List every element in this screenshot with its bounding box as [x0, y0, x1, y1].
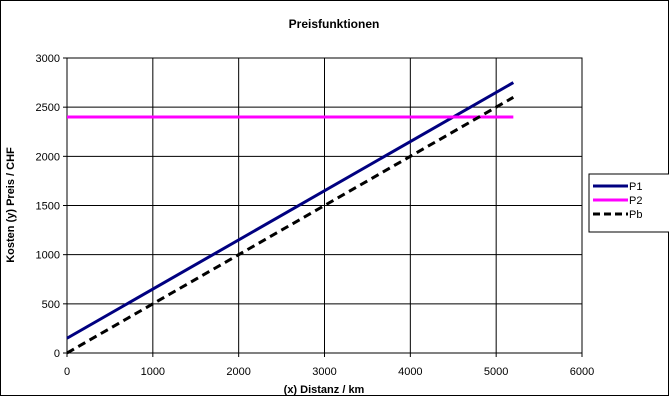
y-tick-label: 2000	[36, 151, 60, 163]
series-p1-line	[66, 81, 515, 340]
legend-label-p1: P1	[629, 181, 642, 193]
y-tick-label: 500	[42, 299, 60, 311]
y-tick-label: 3000	[36, 53, 60, 65]
y-tick-label: 0	[54, 348, 60, 360]
x-tick-label: 3000	[312, 366, 336, 378]
y-tick-label: 2500	[36, 102, 60, 114]
chart-title: Preisfunktionen	[289, 17, 380, 31]
legend-label-p2: P2	[629, 195, 642, 207]
x-tick-label: 4000	[398, 366, 422, 378]
series-lines	[66, 81, 515, 355]
legend	[588, 173, 669, 233]
y-axis-ticks: 0 500 1000 1500 2000 2500 3000	[36, 53, 67, 360]
x-axis-label: (x) Distanz / km	[284, 384, 365, 396]
x-tick-label: 5000	[484, 366, 508, 378]
series-pb-line	[66, 96, 515, 355]
x-tick-label: 1000	[141, 366, 165, 378]
y-tick-label: 1000	[36, 250, 60, 262]
x-tick-label: 6000	[570, 366, 594, 378]
x-axis-ticks: 0 1000 2000 3000 4000 5000 6000	[64, 353, 594, 378]
y-tick-label: 1500	[36, 201, 60, 213]
x-tick-label: 2000	[226, 366, 250, 378]
y-axis-label: Kosten (y) Preis / CHF	[5, 147, 17, 263]
legend-label-pb: Pb	[629, 209, 642, 221]
x-tick-label: 0	[64, 366, 70, 378]
legend-items: P1 P2 Pb	[593, 181, 642, 221]
